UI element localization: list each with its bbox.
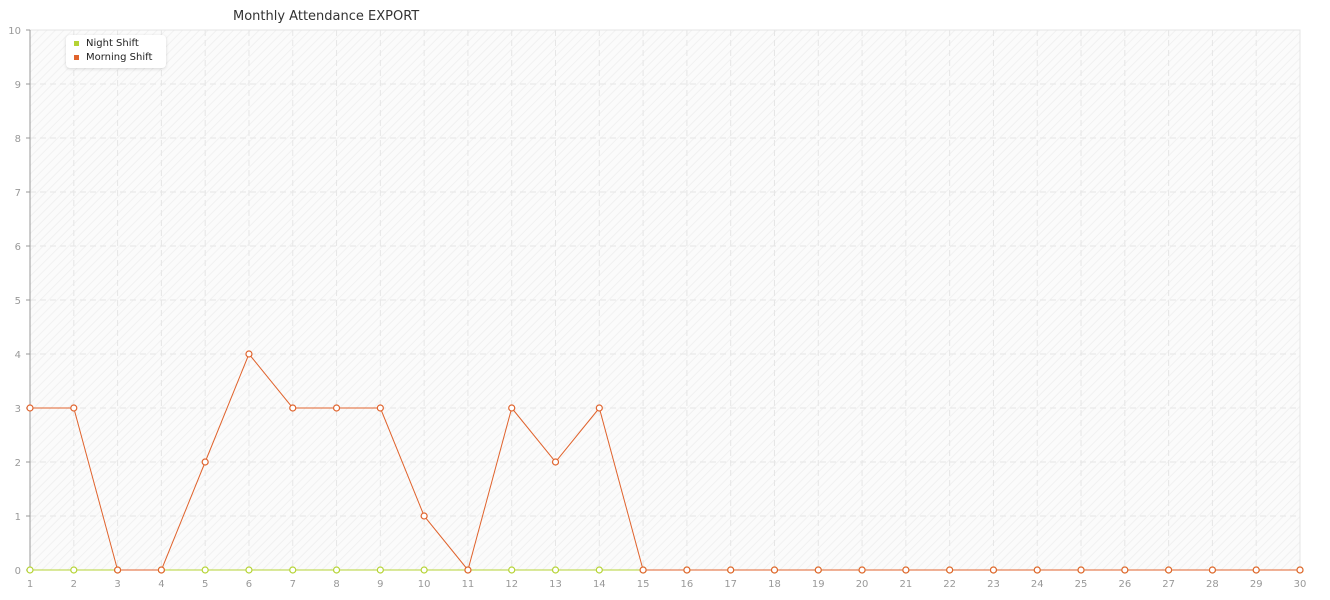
data-point-night-shift xyxy=(595,566,603,574)
y-tick-label: 5 xyxy=(15,296,21,307)
data-point-morning-shift xyxy=(157,566,165,574)
x-tick-label: 7 xyxy=(290,579,296,590)
y-tick-label: 10 xyxy=(8,26,21,37)
data-point-morning-shift xyxy=(1165,566,1173,574)
data-point-morning-shift xyxy=(902,566,910,574)
x-tick-label: 15 xyxy=(637,579,650,590)
data-point-morning-shift xyxy=(1077,566,1085,574)
x-tick-label: 14 xyxy=(593,579,606,590)
data-point-morning-shift xyxy=(70,404,78,412)
data-point-night-shift xyxy=(551,566,560,574)
legend-item-morning-shift[interactable]: Morning Shift xyxy=(74,52,152,63)
legend-label: Morning Shift xyxy=(86,52,153,63)
x-tick-label: 22 xyxy=(943,579,956,590)
x-tick-label: 1 xyxy=(27,579,33,590)
data-point-night-shift xyxy=(376,566,384,574)
data-point-night-shift xyxy=(332,566,341,574)
data-point-morning-shift xyxy=(1121,566,1129,574)
data-point-morning-shift xyxy=(289,404,297,412)
y-tick-label: 6 xyxy=(15,242,21,253)
x-tick-label: 8 xyxy=(333,579,339,590)
x-tick-label: 26 xyxy=(1118,579,1131,590)
data-point-morning-shift xyxy=(26,404,34,412)
data-point-morning-shift xyxy=(420,512,428,520)
data-point-morning-shift xyxy=(1252,566,1260,574)
data-point-night-shift xyxy=(289,566,297,574)
data-point-morning-shift xyxy=(332,404,341,412)
x-tick-label: 4 xyxy=(158,579,164,590)
x-tick-label: 24 xyxy=(1031,579,1044,590)
legend-item-night-shift[interactable]: Night Shift xyxy=(74,38,139,49)
x-tick-label: 2 xyxy=(71,579,77,590)
y-tick-label: 9 xyxy=(15,80,21,91)
legend-label: Night Shift xyxy=(86,38,139,49)
x-tick-label: 6 xyxy=(246,579,252,590)
legend: Night Shift Morning Shift xyxy=(66,35,166,68)
x-tick-label: 13 xyxy=(549,579,562,590)
data-point-morning-shift xyxy=(113,566,122,574)
y-tick-label: 4 xyxy=(15,350,21,361)
data-point-morning-shift xyxy=(727,566,735,574)
y-tick-label: 7 xyxy=(15,188,21,199)
x-tick-label: 16 xyxy=(681,579,694,590)
x-tick-label: 9 xyxy=(377,579,383,590)
x-tick-label: 10 xyxy=(418,579,431,590)
data-point-morning-shift xyxy=(245,350,253,358)
x-tick-label: 12 xyxy=(505,579,518,590)
data-point-morning-shift xyxy=(508,404,516,412)
x-tick-label: 19 xyxy=(812,579,825,590)
data-point-morning-shift xyxy=(770,566,779,574)
data-point-morning-shift xyxy=(1033,566,1041,574)
x-tick-label: 23 xyxy=(987,579,1000,590)
data-point-night-shift xyxy=(70,566,78,574)
data-point-morning-shift xyxy=(1296,566,1304,574)
data-point-night-shift xyxy=(420,566,428,574)
data-point-morning-shift xyxy=(858,566,866,574)
x-tick-label: 17 xyxy=(724,579,737,590)
data-point-morning-shift xyxy=(989,566,998,574)
y-tick-label: 0 xyxy=(15,566,21,577)
x-tick-label: 28 xyxy=(1206,579,1219,590)
data-point-night-shift xyxy=(245,566,253,574)
x-tick-label: 25 xyxy=(1075,579,1088,590)
data-point-morning-shift xyxy=(201,458,209,466)
x-tick-label: 11 xyxy=(462,579,475,590)
y-tick-label: 3 xyxy=(15,404,21,415)
data-point-morning-shift xyxy=(814,566,822,574)
data-point-morning-shift xyxy=(464,566,472,574)
data-point-morning-shift xyxy=(1208,566,1217,574)
data-point-night-shift xyxy=(508,566,516,574)
data-point-night-shift xyxy=(26,566,34,574)
data-point-morning-shift xyxy=(595,404,603,412)
x-tick-label: 5 xyxy=(202,579,208,590)
y-tick-label: 2 xyxy=(15,458,21,469)
chart-title: Monthly Attendance EXPORT xyxy=(233,9,420,24)
x-tick-label: 27 xyxy=(1162,579,1175,590)
x-tick-label: 3 xyxy=(114,579,120,590)
data-point-night-shift xyxy=(201,566,209,574)
data-point-morning-shift xyxy=(376,404,384,412)
legend-swatch-night-shift xyxy=(74,41,79,46)
data-point-morning-shift xyxy=(946,566,954,574)
x-tick-label: 30 xyxy=(1294,579,1307,590)
y-tick-label: 8 xyxy=(15,134,21,145)
x-tick-label: 21 xyxy=(899,579,912,590)
x-tick-label: 20 xyxy=(856,579,869,590)
legend-swatch-morning-shift xyxy=(74,55,79,60)
data-point-morning-shift xyxy=(683,566,691,574)
data-point-morning-shift xyxy=(551,458,560,466)
x-tick-label: 29 xyxy=(1250,579,1263,590)
x-tick-label: 18 xyxy=(768,579,781,590)
y-tick-label: 1 xyxy=(15,512,21,523)
data-point-morning-shift xyxy=(639,566,647,574)
series-line-morning-shift xyxy=(30,353,1300,572)
